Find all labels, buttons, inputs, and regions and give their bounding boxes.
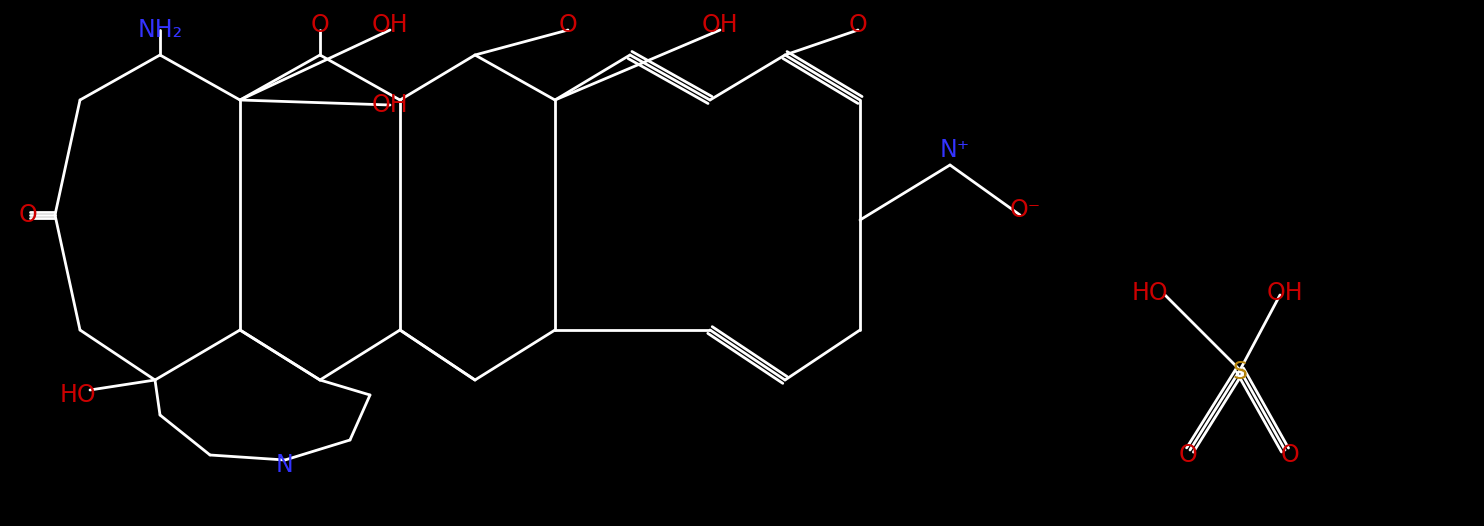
Text: O: O (310, 13, 329, 37)
Text: O: O (558, 13, 577, 37)
Text: HO: HO (59, 383, 96, 407)
Text: NH₂: NH₂ (138, 18, 183, 42)
Text: OH: OH (1267, 281, 1303, 305)
Text: O: O (849, 13, 867, 37)
Text: HO: HO (1132, 281, 1168, 305)
Text: N: N (276, 453, 294, 477)
Text: OH: OH (702, 13, 739, 37)
Text: S: S (1233, 360, 1248, 384)
Text: O⁻: O⁻ (1009, 198, 1040, 222)
Text: OH: OH (371, 93, 408, 117)
Text: O: O (1281, 443, 1300, 467)
Text: N⁺: N⁺ (939, 138, 971, 162)
Text: O: O (19, 203, 37, 227)
Text: OH: OH (371, 13, 408, 37)
Text: O: O (1178, 443, 1198, 467)
